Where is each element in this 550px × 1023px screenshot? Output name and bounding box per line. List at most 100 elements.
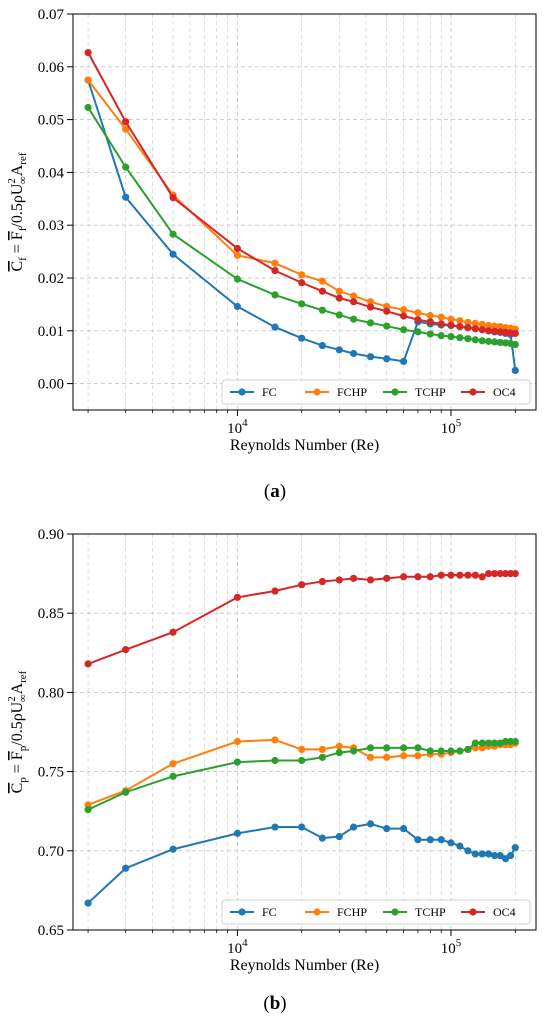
chart-a-point-tchp: [496, 338, 504, 347]
svg-text:Cp = Fp/0.5ρU2∞Aref: Cp = Fp/0.5ρU2∞Aref: [6, 670, 29, 793]
chart-b-point-tchp: [511, 737, 519, 746]
chart-b-point-fchp: [383, 753, 391, 761]
chart-b-point-fchp: [298, 745, 306, 754]
chart-a-point-fchp: [447, 315, 455, 323]
chart-a-point-oc4: [414, 316, 422, 324]
chart-b-point-tchp: [350, 747, 358, 755]
chart-a-series-tchp: [84, 103, 519, 349]
chart-b-grid: [73, 533, 536, 931]
chart-b-point-tchp: [400, 744, 408, 752]
chart-a-point-tchp: [485, 337, 493, 345]
chart-a-legend-marker-oc4: [469, 388, 477, 396]
chart-b-point-tchp: [447, 747, 455, 755]
chart-b-point-tchp: [478, 739, 486, 747]
chart-a-legend-marker-fchp: [313, 388, 321, 396]
figure-panel-a: 104 105 0.00 0.01 0.02 0.03 0.04 0.05 0.06 0.07 Re…: [0, 0, 550, 510]
chart-a-point-oc4: [233, 244, 241, 253]
chart-b-point-tchp: [426, 747, 434, 755]
chart-a-point-tchp: [84, 103, 92, 112]
chart-a-point-fchp: [478, 320, 486, 329]
chart-b-point-tchp: [122, 788, 130, 796]
chart-a-point-fchp: [426, 311, 434, 320]
chart-a-point-tchp: [456, 334, 464, 342]
chart-b-legend-marker-fchp: [313, 908, 321, 916]
chart-b-point-tchp: [318, 753, 326, 761]
chart-a-point-fchp: [437, 313, 445, 321]
chart-a-point-oc4: [383, 307, 391, 315]
chart-b-y-tick-label: 0.75: [38, 765, 64, 781]
chart-b-point-tchp: [501, 737, 510, 746]
svg-text:Cf = Ff/0.5ρU2∞Aref: Cf = Ff/0.5ρU2∞Aref: [6, 152, 29, 271]
chart-a-point-oc4: [350, 298, 358, 306]
chart-a-point-tchp: [464, 335, 472, 343]
chart-a-point-oc4: [318, 287, 326, 295]
chart-b-point-fc: [84, 899, 92, 907]
chart-a-point-fchp: [298, 271, 306, 279]
chart-b-point-oc4: [501, 570, 510, 578]
chart-a-y-tick-label: 0.02: [38, 271, 64, 287]
chart-b-point-fc: [122, 864, 130, 872]
chart-b-point-oc4: [400, 573, 408, 581]
chart-a-point-oc4: [335, 294, 343, 302]
chart-b-point-oc4: [496, 570, 504, 578]
chart-b-y-tick-label: 0.80: [38, 685, 64, 701]
chart-a-y-axis-title: Cf = Ff/0.5ρU2∞Aref: [6, 152, 29, 271]
chart-b-point-oc4: [426, 573, 434, 581]
chart-b-y-tick-label: 0.85: [38, 606, 64, 622]
chart-b-y-tick-label: 0.90: [38, 527, 64, 543]
chart-a-caption: (a): [264, 481, 286, 502]
chart-a-point-oc4: [478, 326, 486, 334]
chart-a-point-oc4: [400, 312, 408, 320]
chart-a-point-tchp: [400, 326, 408, 334]
chart-a-legend-label-tchp: TCHP: [415, 385, 446, 399]
chart-a-point-fchp: [366, 298, 375, 306]
chart-a-point-fchp: [485, 321, 493, 330]
chart-b-point-fc: [490, 851, 499, 860]
chart-b-x-axis-title: Reynolds Number (Re): [230, 957, 379, 974]
chart-a-point-fc: [298, 334, 306, 342]
chart-b-y-axis-title: Cp = Fp/0.5ρU2∞Aref: [6, 670, 29, 793]
chart-a-point-tchp: [366, 319, 375, 327]
chart-b-point-fchp: [318, 745, 326, 754]
chart-b-y-tick-label: 0.70: [38, 844, 64, 860]
chart-a-grid: [73, 13, 536, 410]
chart-b-point-fc: [478, 850, 486, 858]
chart-b-legend-marker-tchp: [391, 908, 399, 916]
chart-b-x-tick-label: 104: [227, 937, 248, 957]
chart-b-point-oc4: [447, 571, 455, 579]
chart-a-point-oc4: [122, 118, 130, 126]
chart-a-point-fchp: [233, 251, 241, 259]
chart-b-series-oc4: [84, 570, 519, 668]
chart-a-point-fc: [233, 302, 241, 311]
chart-a-point-fc: [383, 355, 391, 363]
chart-a-point-tchp: [383, 322, 391, 330]
chart-b-point-fc: [298, 823, 306, 831]
chart-b-point-tchp: [464, 745, 472, 754]
chart-a-point-tchp: [271, 291, 279, 299]
chart-b-legend-label-fchp: FCHP: [337, 905, 367, 919]
chart-a-point-fchp: [414, 309, 422, 317]
chart-a-y-tick-label: 0.01: [38, 324, 64, 340]
chart-b-point-fchp: [335, 742, 343, 750]
chart-b-point-tchp: [366, 744, 375, 752]
chart-a-legend-marker-fc: [238, 388, 246, 396]
chart-b-point-fc: [350, 823, 358, 831]
chart-a-point-fc: [169, 250, 177, 258]
chart-b-point-oc4: [478, 573, 486, 581]
chart-a-y-tick-label: 0.06: [38, 60, 65, 76]
chart-b-point-fc: [511, 844, 519, 852]
chart-a-svg: 104 105 0.00 0.01 0.02 0.03 0.04 0.05 0.06 0.07 Re…: [6, 7, 537, 502]
chart-a-point-fc: [366, 353, 375, 361]
chart-a-y-tick-label: 0.00: [38, 377, 64, 393]
chart-b-point-oc4: [437, 571, 445, 579]
chart-a-point-oc4: [169, 194, 177, 202]
chart-b-point-oc4: [233, 593, 241, 601]
chart-a-point-fchp: [464, 318, 472, 326]
chart-a-point-oc4: [271, 267, 279, 275]
chart-a-point-tchp: [426, 330, 434, 338]
chart-b-point-oc4: [471, 571, 479, 579]
chart-b-point-fc: [506, 851, 515, 860]
chart-b-point-fc: [271, 823, 279, 831]
chart-b-point-oc4: [366, 576, 375, 584]
chart-b-point-oc4: [490, 570, 499, 578]
